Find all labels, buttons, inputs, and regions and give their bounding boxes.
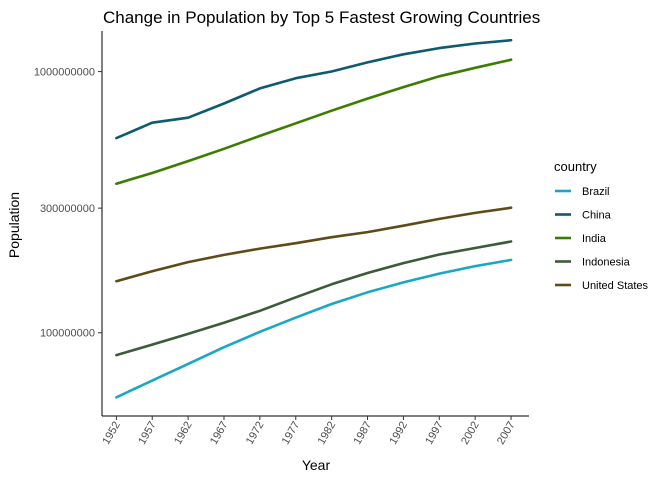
x-tick-label: 1962 <box>172 420 195 447</box>
x-tick-label: 1977 <box>280 420 303 447</box>
legend-label: Indonesia <box>582 257 631 269</box>
legend-label: India <box>582 233 607 245</box>
x-tick-label: 1982 <box>316 420 339 447</box>
x-tick-label: 1987 <box>351 420 374 447</box>
chart-title: Change in Population by Top 5 Fastest Gr… <box>103 8 540 27</box>
series-line-0 <box>115 258 513 399</box>
series-line-1 <box>115 38 513 140</box>
x-tick-label: 1992 <box>387 420 410 447</box>
x-tick-label: 1967 <box>208 420 231 447</box>
series-line-3 <box>115 240 513 357</box>
x-tick-label: 2002 <box>459 420 482 447</box>
legend-label: Brazil <box>582 186 610 198</box>
y-axis-title: Population <box>6 192 22 258</box>
x-axis-title: Year <box>302 457 331 473</box>
legend-title: country <box>554 159 597 174</box>
x-tick-label: 1957 <box>136 420 159 447</box>
x-tick-label: 1997 <box>423 420 446 447</box>
x-tick-label: 2007 <box>495 420 518 447</box>
series-line-2 <box>115 58 513 185</box>
y-axis: 100000000 300000000 1000000000 <box>34 31 103 416</box>
legend: country Brazil China India Indonesia United … <box>554 159 649 292</box>
y-tick-label: 100000000 <box>40 328 95 340</box>
x-tick-label: 1952 <box>100 420 123 447</box>
y-tick-label: 300000000 <box>40 203 95 215</box>
y-tick-label: 1000000000 <box>34 67 95 79</box>
plot-area <box>115 38 513 399</box>
x-tick-label: 1972 <box>244 420 267 447</box>
x-axis: 1952 1957 1962 1967 1972 1977 1982 1987 1992 1997… <box>100 415 529 447</box>
series-line-4 <box>115 206 513 283</box>
legend-label: United States <box>582 280 649 292</box>
legend-label: China <box>582 210 612 222</box>
